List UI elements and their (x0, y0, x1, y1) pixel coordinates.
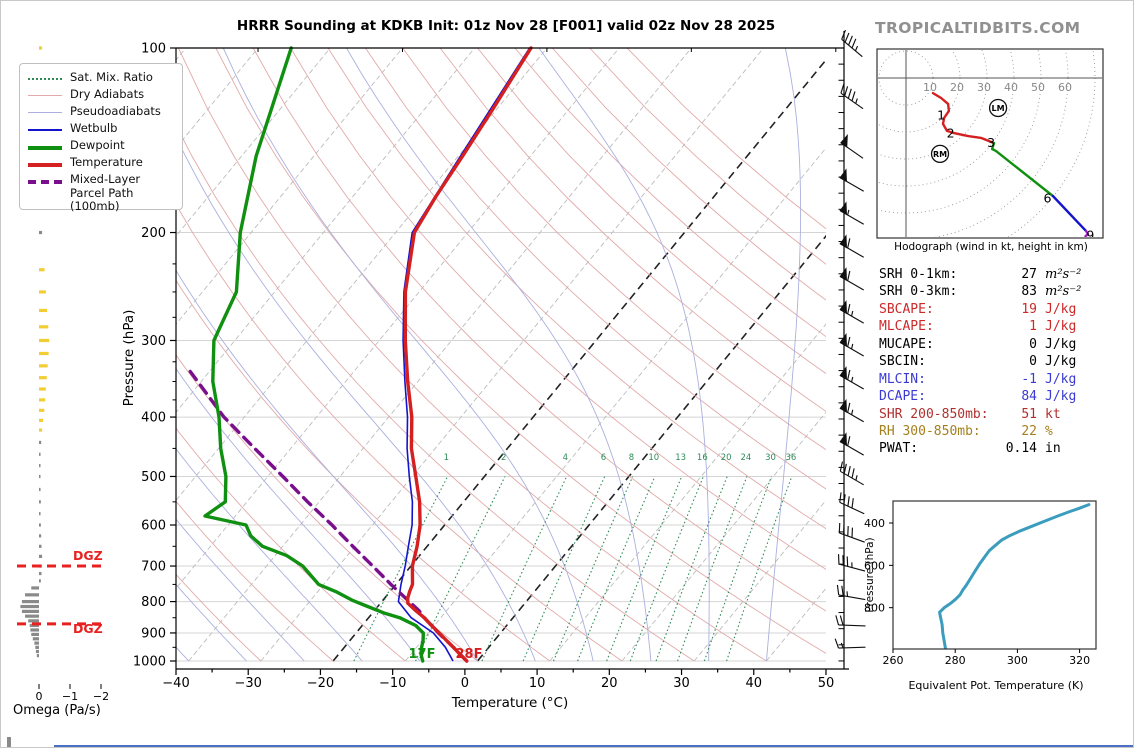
svg-text:260: 260 (883, 654, 904, 667)
svg-text:60: 60 (1058, 81, 1072, 94)
svg-text:−30: −30 (235, 676, 262, 691)
svg-text:40: 40 (745, 676, 762, 691)
stat-row: SRH 0-1km: 27 m²s⁻² (879, 267, 1082, 282)
stat-row: SRH 0-3km: 83 m²s⁻² (879, 284, 1082, 300)
svg-text:0: 0 (36, 690, 43, 703)
svg-text:−10: −10 (379, 676, 406, 691)
svg-text:10: 10 (648, 453, 659, 463)
thetae-y-label: Pressure (hPa) (864, 537, 876, 613)
svg-text:700: 700 (141, 560, 166, 575)
svg-text:600: 600 (864, 559, 885, 572)
page-title: HRRR Sounding at KDKB Init: 01z Nov 28 [… (236, 18, 776, 34)
stat-row: SBCIN: 0 J/kg (879, 354, 1077, 370)
temp-axis-label: Temperature (°C) (451, 695, 569, 711)
bottom-strip (54, 745, 1133, 747)
hodograph-caption: Hodograph (wind in kt, height in km) (894, 241, 1088, 253)
legend-sample-sat-mix-ratio (28, 78, 62, 80)
legend-sample-parcel-path (28, 180, 62, 184)
svg-text:6: 6 (1044, 190, 1052, 205)
stat-row: MLCAPE: 1 J/kg (879, 319, 1077, 335)
svg-text:1000: 1000 (133, 655, 166, 670)
svg-text:RM: RM (933, 150, 947, 159)
legend-sample-wetbulb (28, 129, 62, 131)
legend-sample-dry-adiabats (28, 95, 62, 96)
legend-box: Sat. Mix. Ratio Dry Adiabats Pseudoadiab… (19, 63, 183, 213)
svg-text:2: 2 (501, 453, 506, 463)
legend-label: Dry Adiabats (70, 87, 145, 101)
svg-text:1: 1 (937, 108, 945, 123)
svg-text:−40: −40 (162, 676, 189, 691)
legend-label: Wetbulb (70, 121, 118, 135)
svg-text:200: 200 (141, 226, 166, 241)
legend-label: Temperature (70, 155, 143, 169)
svg-text:30: 30 (765, 453, 776, 463)
svg-text:100: 100 (141, 42, 166, 57)
svg-text:36: 36 (785, 453, 796, 463)
legend-sample-temperature (28, 163, 62, 167)
svg-text:16: 16 (697, 453, 708, 463)
svg-text:6: 6 (601, 453, 606, 463)
svg-text:280: 280 (945, 654, 966, 667)
svg-text:800: 800 (864, 602, 885, 615)
svg-text:320: 320 (1069, 654, 1090, 667)
svg-text:−1: −1 (62, 690, 78, 703)
surface-dewpoint-label: 17F (408, 647, 436, 662)
watermark: TROPICALTIDBITS.COM (875, 19, 1081, 37)
svg-text:400: 400 (141, 411, 166, 426)
pressure-axis-label: Pressure (hPa) (121, 309, 137, 407)
svg-text:10: 10 (923, 81, 937, 94)
stat-row: SBCAPE: 19 J/kg (879, 301, 1077, 317)
svg-text:600: 600 (141, 519, 166, 534)
svg-text:50: 50 (818, 676, 835, 691)
legend-sample-pseudoadiabats (28, 112, 62, 113)
legend-label: Pseudoadiabats (70, 104, 161, 118)
dgz-label-upper: DGZ (73, 548, 103, 563)
stat-row: MUCAPE: 0 J/kg (879, 336, 1077, 352)
stat-row: DCAPE: 84 J/kg (879, 389, 1077, 405)
stat-row: RH 300-850mb: 22% (879, 423, 1053, 439)
svg-text:800: 800 (141, 595, 166, 610)
stat-row: MLCIN: -1 J/kg (879, 371, 1077, 387)
svg-text:1: 1 (444, 453, 449, 463)
svg-text:20: 20 (950, 81, 964, 94)
legend-sample-dewpoint (28, 146, 62, 150)
svg-text:30: 30 (977, 81, 991, 94)
svg-text:LM: LM (992, 104, 1005, 113)
svg-text:900: 900 (141, 626, 166, 641)
stat-row: PWAT: 0.14 in (879, 441, 1061, 457)
svg-text:3: 3 (987, 135, 995, 150)
svg-text:300: 300 (141, 334, 166, 349)
svg-text:13: 13 (675, 453, 686, 463)
svg-text:50: 50 (1031, 81, 1045, 94)
legend-label: Dewpoint (70, 138, 125, 152)
legend-label: Sat. Mix. Ratio (70, 70, 153, 84)
svg-text:20: 20 (601, 676, 618, 691)
surface-temp-label: 28F (455, 647, 483, 662)
svg-text:9: 9 (1086, 227, 1094, 242)
legend-label: Mixed-Layer Parcel Path (100mb) (70, 172, 141, 213)
svg-text:400: 400 (864, 517, 885, 530)
indices-panel: SRH 0-1km: 27 m²s⁻² SRH 0-3km: 83 m²s⁻² SBCA… (879, 267, 1081, 459)
svg-text:500: 500 (141, 470, 166, 485)
svg-text:4: 4 (563, 453, 568, 463)
svg-text:−2: −2 (93, 690, 109, 703)
svg-text:−20: −20 (307, 676, 334, 691)
svg-text:20: 20 (721, 453, 732, 463)
dgz-label-lower: DGZ (73, 621, 103, 636)
bottom-left-notch (7, 737, 11, 747)
svg-text:24: 24 (740, 453, 751, 463)
svg-text:30: 30 (673, 676, 690, 691)
stat-row: SHR 200-850mb: 51 kt (879, 406, 1061, 422)
svg-text:300: 300 (1007, 654, 1028, 667)
svg-text:10: 10 (529, 676, 546, 691)
svg-text:8: 8 (629, 453, 634, 463)
svg-text:40: 40 (1004, 81, 1018, 94)
omega-axis-label: Omega (Pa/s) (13, 703, 101, 718)
thetae-x-label: Equivalent Pot. Temperature (K) (908, 679, 1084, 692)
svg-text:0: 0 (461, 676, 469, 691)
svg-text:2: 2 (947, 126, 955, 141)
